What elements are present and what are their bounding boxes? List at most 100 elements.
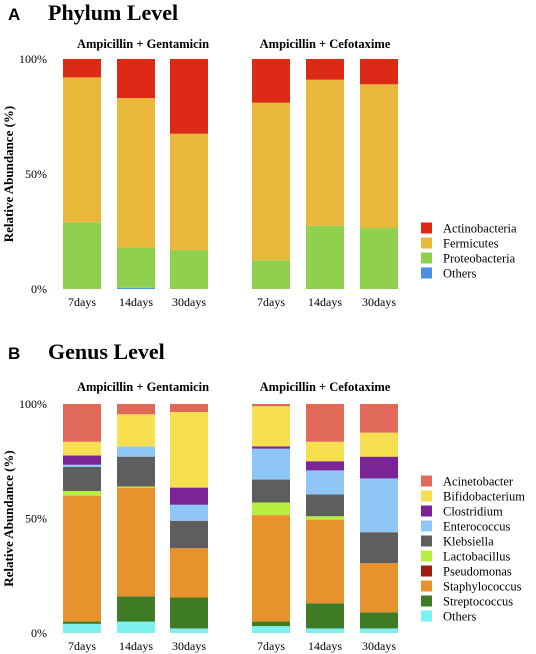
panel-a-bar-segment-fermicutes (306, 79, 344, 226)
panel-b-y-axis-label: Relative Abundance (%) (1, 450, 16, 587)
panel-b-letter: B (8, 344, 20, 363)
panel-b-bar-segment-acinetobacter (360, 404, 398, 433)
panel-b-bar-segment-streptococcus (306, 603, 344, 629)
panel-b-group-label: Ampicillin + Gentamicin (77, 380, 209, 394)
panel-b-bar-segment-others (117, 621, 155, 633)
panel-a-legend-label: Proteobacteria (443, 252, 516, 266)
panel-b-bar-segment-enterococcus (117, 446, 155, 457)
panel-a-legend-label: Fermicutes (443, 237, 499, 251)
panel-b-bar-segment-enterococcus (252, 448, 290, 480)
panel-a-y-tick-label: 50% (25, 167, 47, 181)
panel-b-bar-segment-bifidobacterium (117, 414, 155, 447)
panel-a-x-tick-label: 7days (257, 295, 285, 309)
panel-b-bar-segment-streptococcus (117, 596, 155, 622)
panel-b-legend-swatch-clostridium (421, 505, 432, 517)
panel-b-legend-label: Klebsiella (443, 535, 494, 549)
panel-b-x-tick-label: 30days (362, 639, 396, 653)
panel-b-bar-segment-clostridium (306, 461, 344, 471)
panel-b-bar-segment-enterococcus (170, 504, 208, 521)
panel-a-legend-swatch-fermicutes (421, 237, 432, 249)
panel-a-bar-segment-proteobacteria (63, 222, 101, 289)
panel-b-bar-segment-others (170, 628, 208, 633)
panel-a-x-tick-label: 14days (119, 295, 153, 309)
panel-b-x-tick-label: 14days (119, 639, 153, 653)
panel-a-bar-segment-proteobacteria (306, 225, 344, 289)
panel-b-bar-segment-klebsiella (360, 532, 398, 564)
panel-a-group-label: Ampicillin + Gentamicin (77, 37, 209, 51)
panel-b-bar-segment-enterococcus (360, 478, 398, 533)
panel-b-legend-swatch-streptococcus (421, 595, 432, 607)
panel-b-bar-segment-bifidobacterium (170, 412, 208, 488)
panel-b-bar-segment-staphylococcus (63, 495, 101, 622)
panel-b-legend-label: Pseudomonas (443, 565, 512, 579)
panel-b-bar-segment-clostridium (360, 456, 398, 479)
panel-a-y-tick-label: 100% (19, 52, 47, 66)
panel-a-letter: A (8, 5, 20, 24)
panel-a-bar-segment-proteobacteria (252, 260, 290, 289)
panel-b-bar-segment-klebsiella (117, 456, 155, 487)
panel-a-bar-segment-fermicutes (63, 77, 101, 223)
panel-a-bar-segment-actinobacteria (360, 59, 398, 85)
panel-b-bar-segment-acinetobacter (63, 404, 101, 442)
panel-b-legend-label: Bifidobacterium (443, 490, 525, 504)
panel-b-bar-segment-staphylococcus (170, 548, 208, 598)
panel-b-legend-swatch-staphylococcus (421, 580, 432, 592)
panel-a-bar-segment-actinobacteria (306, 59, 344, 80)
panel-b-legend-swatch-lactobacillus (421, 550, 432, 562)
panel-b-bar-segment-streptococcus (360, 612, 398, 629)
panel-a-bar-segment-fermicutes (360, 84, 398, 229)
panel-a-bar-segment-actinobacteria (63, 59, 101, 78)
panel-b-bar-segment-others (63, 623, 101, 633)
panel-b-bar-segment-enterococcus (306, 470, 344, 495)
panel-b-bar-segment-lactobacillus (252, 502, 290, 516)
panel-b-bar-segment-lactobacillus (306, 516, 344, 520)
panel-b-legend-label: Clostridium (443, 505, 503, 519)
panel-b-y-tick-label: 50% (25, 512, 47, 526)
panel-b-group-label: Ampicillin + Cefotaxime (260, 380, 391, 394)
panel-b-legend-swatch-enterococcus (421, 520, 432, 532)
panel-a-y-axis-label: Relative Abundance (%) (1, 106, 16, 243)
panel-b-bar-segment-clostridium (63, 455, 101, 465)
panel-a-bar-segment-fermicutes (117, 98, 155, 248)
panel-a-bar-segment-actinobacteria (252, 59, 290, 103)
panel-a-x-tick-label: 30days (172, 295, 206, 309)
panel-a-bar-segment-proteobacteria (117, 247, 155, 288)
panel-b-bar-segment-streptococcus (63, 621, 101, 624)
panel-a-bar-segment-actinobacteria (117, 59, 155, 99)
panel-b-legend-label: Others (443, 610, 476, 624)
panel-b-bar-segment-clostridium (252, 446, 290, 449)
panel-a-bar-segment-proteobacteria (360, 228, 398, 289)
panel-a-bar-segment-fermicutes (252, 102, 290, 261)
panel-a-legend-swatch-proteobacteria (421, 252, 432, 264)
panel-b-bar-segment-staphylococcus (117, 487, 155, 597)
panel-b-bar-segment-klebsiella (170, 520, 208, 549)
panel-b-legend-label: Streptococcus (443, 595, 513, 609)
panel-b-y-tick-label: 100% (19, 397, 47, 411)
panel-b-legend-label: Acinetobacter (443, 475, 514, 489)
panel-b-bar-segment-klebsiella (306, 494, 344, 517)
panel-b-bar-segment-lactobacillus (117, 486, 155, 488)
panel-b-bar-segment-acinetobacter (117, 404, 155, 415)
panel-b-bar-segment-bifidobacterium (63, 441, 101, 456)
panel-a-bar-segment-actinobacteria (170, 59, 208, 134)
panel-b-legend-label: Lactobacillus (443, 550, 510, 564)
panel-b-x-tick-label: 30days (172, 639, 206, 653)
panel-b-bar-segment-klebsiella (63, 466, 101, 492)
panel-b-legend-label: Enterococcus (443, 520, 510, 534)
panel-b-legend-swatch-klebsiella (421, 535, 432, 547)
panel-a-bar-segment-fermicutes (170, 133, 208, 250)
panel-b-bar-segment-clostridium (170, 487, 208, 505)
panel-b-legend-swatch-others (421, 610, 432, 622)
panel-b-y-tick-label: 0% (31, 626, 47, 640)
panel-a-y-tick-label: 0% (31, 282, 47, 296)
panel-b-bar-segment-klebsiella (252, 479, 290, 503)
panel-a-bar-segment-proteobacteria (170, 249, 208, 289)
panel-b-bar-segment-acinetobacter (252, 404, 290, 407)
panel-b-bar-segment-lactobacillus (63, 491, 101, 496)
panel-b-bar-segment-others (306, 628, 344, 633)
panel-b-legend-swatch-bifidobacterium (421, 490, 432, 502)
panel-a-legend-label: Others (443, 267, 476, 281)
panel-b-legend-swatch-acinetobacter (421, 475, 432, 487)
panel-a-legend-swatch-others (421, 267, 432, 279)
